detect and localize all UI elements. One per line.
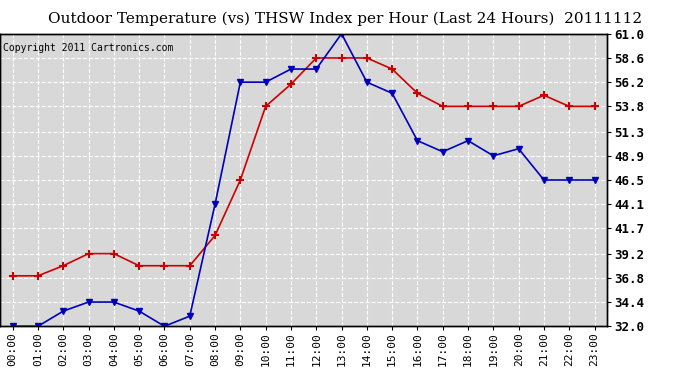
Text: Copyright 2011 Cartronics.com: Copyright 2011 Cartronics.com bbox=[3, 42, 173, 52]
Text: Outdoor Temperature (vs) THSW Index per Hour (Last 24 Hours)  20111112: Outdoor Temperature (vs) THSW Index per … bbox=[48, 11, 642, 26]
